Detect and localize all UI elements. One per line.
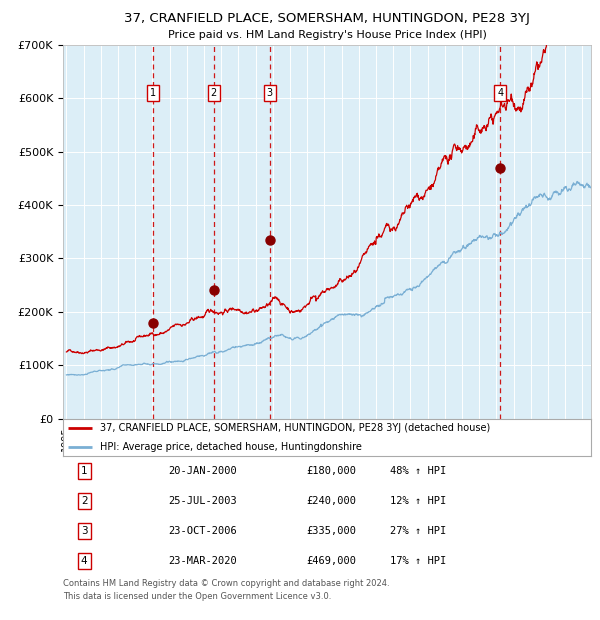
Text: 1: 1 xyxy=(81,466,88,476)
Text: 17% ↑ HPI: 17% ↑ HPI xyxy=(391,556,446,566)
Text: 4: 4 xyxy=(81,556,88,566)
Text: 12% ↑ HPI: 12% ↑ HPI xyxy=(391,496,446,506)
Text: HPI: Average price, detached house, Huntingdonshire: HPI: Average price, detached house, Hunt… xyxy=(100,442,362,452)
Text: 2: 2 xyxy=(81,496,88,506)
Text: 1: 1 xyxy=(150,88,157,98)
Text: Contains HM Land Registry data © Crown copyright and database right 2024.: Contains HM Land Registry data © Crown c… xyxy=(63,579,389,588)
Text: 20-JAN-2000: 20-JAN-2000 xyxy=(169,466,238,476)
Text: £335,000: £335,000 xyxy=(306,526,356,536)
Text: 37, CRANFIELD PLACE, SOMERSHAM, HUNTINGDON, PE28 3YJ (detached house): 37, CRANFIELD PLACE, SOMERSHAM, HUNTINGD… xyxy=(100,423,490,433)
Text: £469,000: £469,000 xyxy=(306,556,356,566)
Text: 4: 4 xyxy=(497,88,503,98)
Text: 25-JUL-2003: 25-JUL-2003 xyxy=(169,496,238,506)
Text: This data is licensed under the Open Government Licence v3.0.: This data is licensed under the Open Gov… xyxy=(63,591,331,601)
Text: 23-MAR-2020: 23-MAR-2020 xyxy=(169,556,238,566)
Text: 48% ↑ HPI: 48% ↑ HPI xyxy=(391,466,446,476)
Text: 3: 3 xyxy=(81,526,88,536)
Text: 3: 3 xyxy=(266,88,272,98)
Text: 2: 2 xyxy=(211,88,217,98)
Text: Price paid vs. HM Land Registry's House Price Index (HPI): Price paid vs. HM Land Registry's House … xyxy=(167,30,487,40)
Text: 23-OCT-2006: 23-OCT-2006 xyxy=(169,526,238,536)
Text: 27% ↑ HPI: 27% ↑ HPI xyxy=(391,526,446,536)
Text: £180,000: £180,000 xyxy=(306,466,356,476)
Text: £240,000: £240,000 xyxy=(306,496,356,506)
Text: 37, CRANFIELD PLACE, SOMERSHAM, HUNTINGDON, PE28 3YJ: 37, CRANFIELD PLACE, SOMERSHAM, HUNTINGD… xyxy=(124,12,530,25)
